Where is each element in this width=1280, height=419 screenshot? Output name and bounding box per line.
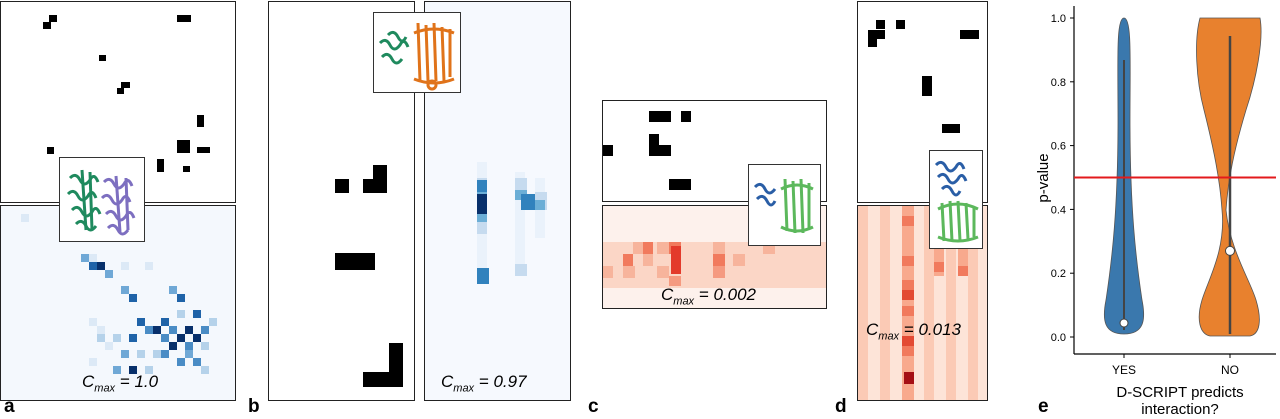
protein-structure-inset-a	[59, 157, 145, 242]
contact-cell	[121, 82, 130, 88]
x-tick-label-no: NO	[1221, 363, 1239, 377]
panel-e-violin-chart: 0.0 0.2 0.4 0.6 0.8 1.0 p-value YES NO D-SCRI…	[1035, 6, 1276, 418]
panel-c-predicted-map	[602, 205, 827, 309]
x-axis-label-line2: interaction?	[1141, 401, 1219, 418]
panel-a-predicted-map	[0, 205, 236, 401]
contact-cell	[389, 343, 403, 387]
contact-cell	[922, 76, 932, 96]
contact-cell	[49, 15, 57, 22]
contact-cell	[603, 145, 613, 156]
contact-cell	[960, 30, 979, 39]
contact-cell	[177, 140, 190, 153]
contact-cell	[373, 165, 387, 193]
cmax-value: = 0.97	[478, 372, 527, 391]
contact-cell	[43, 22, 51, 29]
cmax-symbol: C	[82, 372, 95, 391]
cmax-symbol: C	[441, 372, 454, 391]
y-tick-label: 0.6	[1051, 141, 1066, 153]
contact-cell	[197, 147, 210, 153]
panel-label-e: e	[1038, 396, 1049, 417]
panel-label-b: b	[248, 396, 260, 417]
contact-cell	[335, 253, 375, 270]
violin-yes-median	[1119, 318, 1129, 328]
protein-structure-icon	[378, 22, 455, 91]
y-tick-label: 0.0	[1051, 332, 1066, 344]
x-axis-label-line1: D-SCRIPT predicts	[1116, 384, 1243, 401]
panel-label-a: a	[4, 396, 15, 417]
cmax-label-d: Cmax = 0.013	[866, 320, 961, 342]
contact-cell	[649, 145, 671, 156]
contact-cell	[335, 179, 349, 193]
violin-no-median	[1225, 245, 1235, 256]
y-axis-label: p-value	[1035, 153, 1052, 202]
panel-label-d: d	[835, 396, 847, 417]
protein-structure-icon	[934, 160, 979, 243]
contact-cell	[876, 30, 885, 39]
contact-cell	[117, 88, 124, 94]
protein-structure-icon	[66, 169, 136, 236]
contact-cell	[197, 115, 204, 127]
contact-cell	[177, 15, 191, 22]
y-tick-label: 0.2	[1051, 268, 1066, 280]
contact-cell	[99, 55, 106, 61]
y-tick-label: 0.8	[1051, 77, 1066, 89]
contact-cell	[649, 134, 659, 145]
cmax-value: = 1.0	[119, 372, 159, 391]
y-axis: 0.0 0.2 0.4 0.6 0.8 1.0 p-value	[1035, 6, 1075, 354]
heatmap-c	[603, 242, 826, 288]
panel-d-predicted-map	[857, 205, 988, 401]
contact-cell	[669, 179, 691, 190]
x-tick-label-yes: YES	[1112, 363, 1136, 377]
contact-cell	[649, 111, 671, 122]
protein-structure-inset-c	[748, 164, 821, 246]
protein-structure-icon	[753, 178, 814, 234]
contact-cell	[896, 20, 905, 29]
y-tick-label: 1.0	[1051, 13, 1066, 25]
contact-cell	[681, 111, 691, 122]
cmax-label-a: Cmax = 1.0	[82, 372, 158, 394]
cmax-label-c: Cmax = 0.002	[661, 285, 756, 307]
contact-cell	[183, 166, 190, 172]
panel-label-c: c	[588, 396, 599, 417]
cmax-value: = 0.002	[698, 285, 756, 304]
heatmap-a	[21, 214, 217, 374]
protein-structure-inset-b	[373, 12, 461, 93]
cmax-symbol: C	[661, 285, 674, 304]
cmax-subscript: max	[453, 382, 475, 395]
protein-structure-inset-d	[929, 150, 983, 249]
contact-cell	[47, 147, 54, 154]
heatmap-d	[858, 206, 978, 400]
contact-cell	[157, 159, 164, 172]
cmax-symbol: C	[866, 320, 879, 339]
cmax-label-b: Cmax = 0.97	[441, 372, 527, 394]
contact-cell	[942, 124, 960, 133]
contact-cell	[876, 20, 885, 29]
cmax-subscript: max	[673, 295, 695, 308]
cmax-value: = 0.013	[903, 320, 961, 339]
cmax-subscript: max	[94, 382, 116, 395]
y-tick-label: 0.4	[1051, 204, 1066, 216]
cmax-subscript: max	[878, 330, 900, 343]
heatmap-b	[477, 162, 547, 284]
contact-cell	[868, 30, 877, 47]
